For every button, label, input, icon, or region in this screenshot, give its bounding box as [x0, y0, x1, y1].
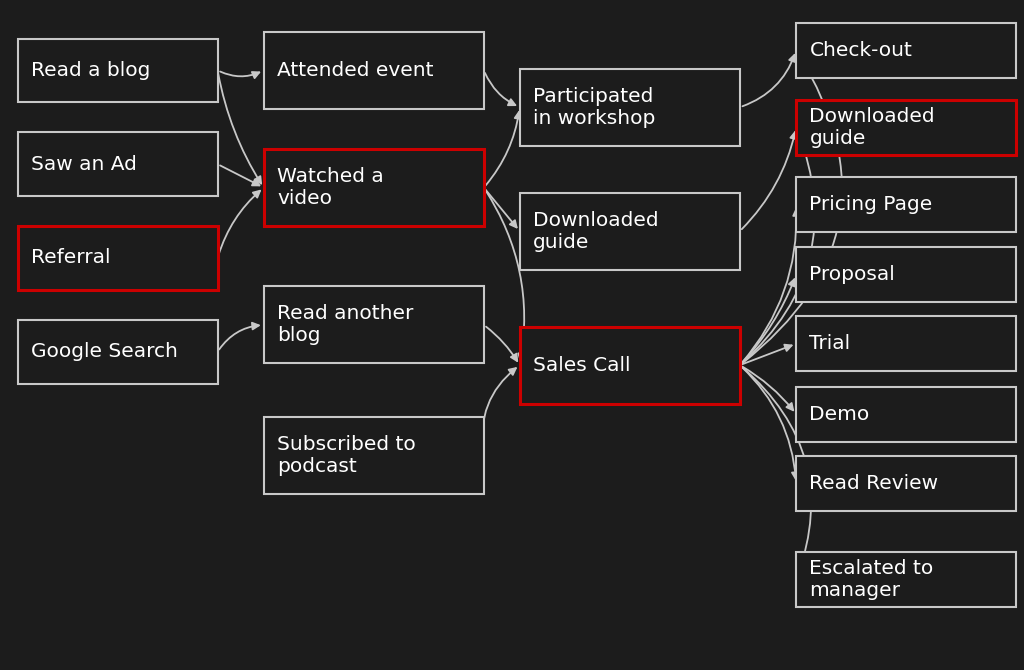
Text: Sales Call: Sales Call [532, 356, 631, 375]
Text: Referral: Referral [31, 249, 111, 267]
Text: Watched a
video: Watched a video [276, 167, 384, 208]
Text: Demo: Demo [809, 405, 869, 423]
Text: Google Search: Google Search [31, 342, 178, 361]
FancyBboxPatch shape [797, 456, 1016, 511]
FancyBboxPatch shape [264, 32, 484, 109]
FancyBboxPatch shape [797, 177, 1016, 232]
FancyBboxPatch shape [18, 133, 218, 196]
FancyBboxPatch shape [519, 326, 739, 403]
Text: Escalated to
manager: Escalated to manager [809, 559, 934, 600]
Text: Downloaded
guide: Downloaded guide [809, 107, 935, 148]
Text: Read another
blog: Read another blog [276, 304, 414, 346]
FancyBboxPatch shape [264, 287, 484, 363]
FancyBboxPatch shape [264, 417, 484, 494]
Text: Saw an Ad: Saw an Ad [31, 155, 137, 174]
Text: Read Review: Read Review [809, 474, 939, 493]
Text: Check-out: Check-out [809, 41, 912, 60]
FancyBboxPatch shape [797, 387, 1016, 442]
Text: Downloaded
guide: Downloaded guide [532, 210, 658, 252]
FancyBboxPatch shape [797, 316, 1016, 371]
Text: Participated
in workshop: Participated in workshop [532, 86, 655, 128]
Text: Subscribed to
podcast: Subscribed to podcast [276, 435, 416, 476]
FancyBboxPatch shape [264, 149, 484, 226]
FancyBboxPatch shape [797, 100, 1016, 155]
FancyBboxPatch shape [18, 226, 218, 289]
FancyBboxPatch shape [797, 552, 1016, 607]
Text: Attended event: Attended event [276, 61, 433, 80]
Text: Read a blog: Read a blog [31, 61, 151, 80]
Text: Trial: Trial [809, 334, 851, 353]
Text: Proposal: Proposal [809, 265, 895, 284]
FancyBboxPatch shape [519, 69, 739, 146]
FancyBboxPatch shape [797, 23, 1016, 78]
FancyBboxPatch shape [519, 193, 739, 269]
FancyBboxPatch shape [797, 247, 1016, 302]
FancyBboxPatch shape [18, 38, 218, 102]
FancyBboxPatch shape [18, 320, 218, 383]
Text: Pricing Page: Pricing Page [809, 195, 933, 214]
